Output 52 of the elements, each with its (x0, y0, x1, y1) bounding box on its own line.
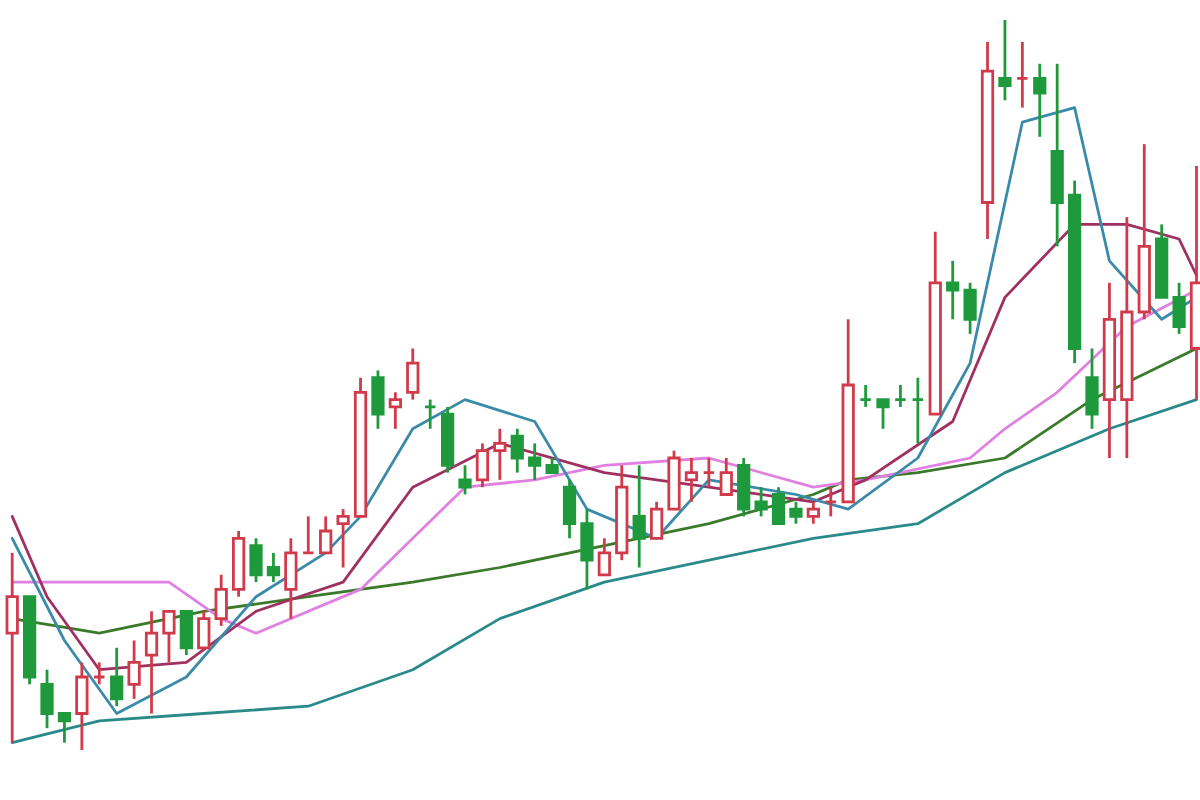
candlestick (388, 390, 402, 431)
candlestick (266, 551, 281, 584)
candlestick (754, 485, 768, 518)
candlestick (963, 281, 977, 336)
candlestick (284, 536, 298, 620)
candlestick (458, 463, 472, 496)
candlestick (127, 639, 141, 701)
candlestick (649, 500, 664, 540)
candlestick (911, 376, 925, 445)
candlestick (737, 456, 751, 518)
candlestick (301, 515, 315, 555)
candlestick (75, 661, 89, 752)
candlestick (144, 609, 159, 715)
candlestick (702, 456, 716, 489)
candlestick (475, 442, 490, 489)
candlestick (179, 609, 193, 657)
candlestick (336, 507, 350, 569)
candlestick (57, 712, 72, 745)
candlestick (92, 661, 106, 686)
candlestick (1033, 62, 1047, 139)
candlestick (893, 383, 908, 409)
candlestick (597, 536, 611, 577)
candlestick (771, 485, 786, 526)
candlestick (423, 398, 437, 431)
candlestick (1085, 347, 1099, 431)
candlestick (528, 442, 542, 482)
candlestick (562, 478, 577, 540)
candlestick (684, 456, 699, 504)
candlestick (946, 259, 960, 321)
candlestick (858, 383, 873, 409)
candlestick (214, 573, 228, 628)
candlestick (510, 427, 524, 474)
candlestick (806, 500, 820, 526)
candlestick (249, 536, 263, 584)
candlestick (998, 18, 1012, 102)
candlestick (824, 485, 838, 518)
candlestick (719, 456, 733, 496)
candlestick (876, 398, 890, 431)
candlestick (197, 609, 211, 650)
candlestick (110, 646, 124, 708)
candlestick (1172, 281, 1186, 336)
candlestick (789, 500, 803, 526)
candlestick (1015, 40, 1029, 109)
candlestick (5, 551, 19, 745)
candlestick (319, 515, 333, 555)
candlestick (580, 507, 594, 591)
candlestick (632, 463, 646, 569)
candlestick (40, 668, 54, 730)
candlestick (493, 427, 507, 482)
candlestick (371, 369, 385, 431)
candlestick (406, 347, 420, 401)
candlestick (162, 609, 176, 664)
